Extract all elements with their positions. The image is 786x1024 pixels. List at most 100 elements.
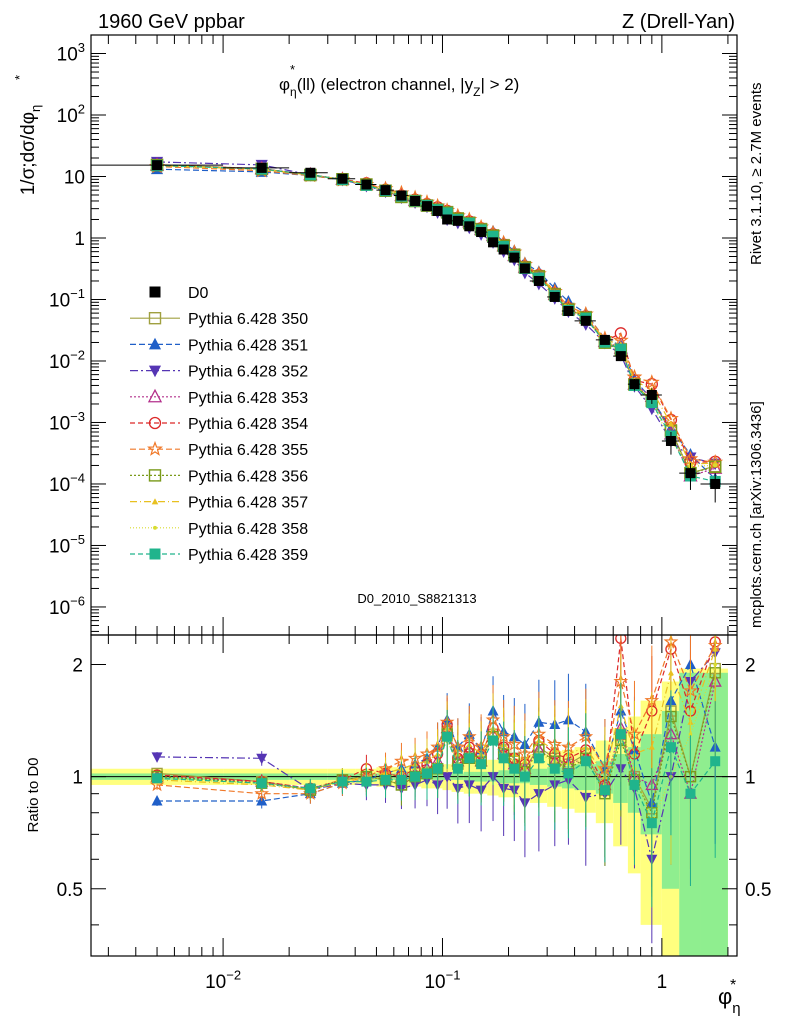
legend-marker [148,365,162,378]
data-point [519,263,530,274]
series-point-ratio [629,779,640,790]
series-point-ratio [685,788,696,799]
main-data-points [91,160,728,503]
x-label-phi: φ [718,984,732,1009]
series-point-ratio [646,818,657,829]
plot-title-eta: η [290,85,297,99]
data-point [549,291,560,302]
data-point [452,215,463,226]
main-y-tick-label: 103 [57,40,85,66]
series-line-ratio [156,648,716,791]
series-point-ratio [533,753,544,764]
main-y-tick-label: 1 [74,229,85,250]
series-point-ratio [488,735,499,746]
legend-label: Pythia 6.428 353 [188,390,308,407]
data-point [533,275,544,286]
main-y-label: 1/σ;dσ/dφη * [12,75,43,195]
x-label: φη [718,984,741,1017]
series-point-ratio [380,774,391,785]
series-point-ratio [464,753,475,764]
main-y-tick-label: 10−5 [49,532,85,558]
series-line-ratio [156,672,716,815]
plot-title-post: | > 2) [480,75,519,94]
legend-marker [148,312,162,325]
data-point [685,468,696,479]
legend-label: Pythia 6.428 351 [188,337,308,354]
series-point-ratio [688,732,693,736]
series-line-ratio [156,731,716,826]
data-point [396,190,407,201]
legend-label: Pythia 6.428 359 [188,547,308,564]
data-point [563,305,574,316]
main-y-tick-label: 10−3 [49,409,85,435]
main-y-tick-label: 10 [64,168,85,189]
series-point-main [615,343,627,355]
series-point-main [643,374,660,390]
series-point-ratio [152,773,163,784]
mcplots-label: mcplots.cern.ch [arXiv:1306.3436] [748,401,765,628]
data-point [615,351,626,362]
ratio-y-tick-label-right: 1 [745,768,756,789]
legend-label: Pythia 6.428 356 [188,468,308,485]
legend-label: D0 [188,285,209,302]
legend-marker [148,416,162,430]
data-point [361,179,372,190]
series-point-ratio [710,756,721,767]
series-point-ratio [509,763,520,774]
main-y-tick-label: 102 [57,101,85,127]
series-line-ratio [156,640,716,795]
series-point-ratio [498,753,509,764]
series-point-ratio [476,759,487,770]
plot-title-z: Z [473,85,480,99]
legend-marker [147,440,163,456]
ratio-bands [91,668,728,956]
main-frame [90,34,738,636]
analysis-id: D0_2010_S8821313 [357,591,476,606]
legend-marker [147,388,163,403]
plot-title-phi: φ [279,75,290,94]
series-point-ratio [667,669,674,676]
series-point-ratio [305,783,316,794]
ratio-y-tick-label-right: 2 [745,655,756,676]
series-point-ratio [256,753,268,765]
y-label-star: * [12,75,27,80]
series-point-ratio [256,778,267,789]
main-y-tick-label: 10−4 [49,470,85,496]
legend-marker [148,337,162,350]
data-point [476,227,487,238]
data-point [337,173,348,184]
legend-marker [151,498,159,505]
data-point [464,221,475,232]
ratio-series-group [149,635,723,944]
series-point-ratio [599,785,610,796]
series-point-ratio [337,776,348,787]
x-tick-label: 10−1 [424,967,460,993]
rivet-label: Rivet 3.1.10, ≥ 2.7M events [748,83,765,266]
ratio-x-ticks: 10−2 10−1 1 [107,635,729,993]
data-point [665,435,676,446]
series-point-main [441,207,453,219]
series-point-ratio [361,776,372,787]
series-point-ratio [442,731,453,742]
ratio-frame [90,634,738,957]
plot-title-star: * [290,62,295,77]
x-tick-label: 1 [657,972,668,993]
series-point-main [711,459,719,466]
series-point-ratio [615,729,626,740]
main-y-tick-label: 10−2 [49,347,85,373]
data-point [432,205,443,216]
x-tick-label: 10−2 [205,967,241,993]
main-x-ticks [107,35,729,635]
series-point-ratio [452,763,463,774]
series-point-ratio [563,768,574,779]
y-label-eta: η [28,105,43,112]
series-point-ratio [665,742,676,753]
series-point-ratio [549,763,560,774]
ratio-band-stat [574,764,596,791]
series-point-ratio [519,771,530,782]
series-point-main [713,463,718,468]
series-point-ratio [254,785,270,800]
ratio-band-stat [700,672,728,956]
x-label-star: * [730,977,736,994]
